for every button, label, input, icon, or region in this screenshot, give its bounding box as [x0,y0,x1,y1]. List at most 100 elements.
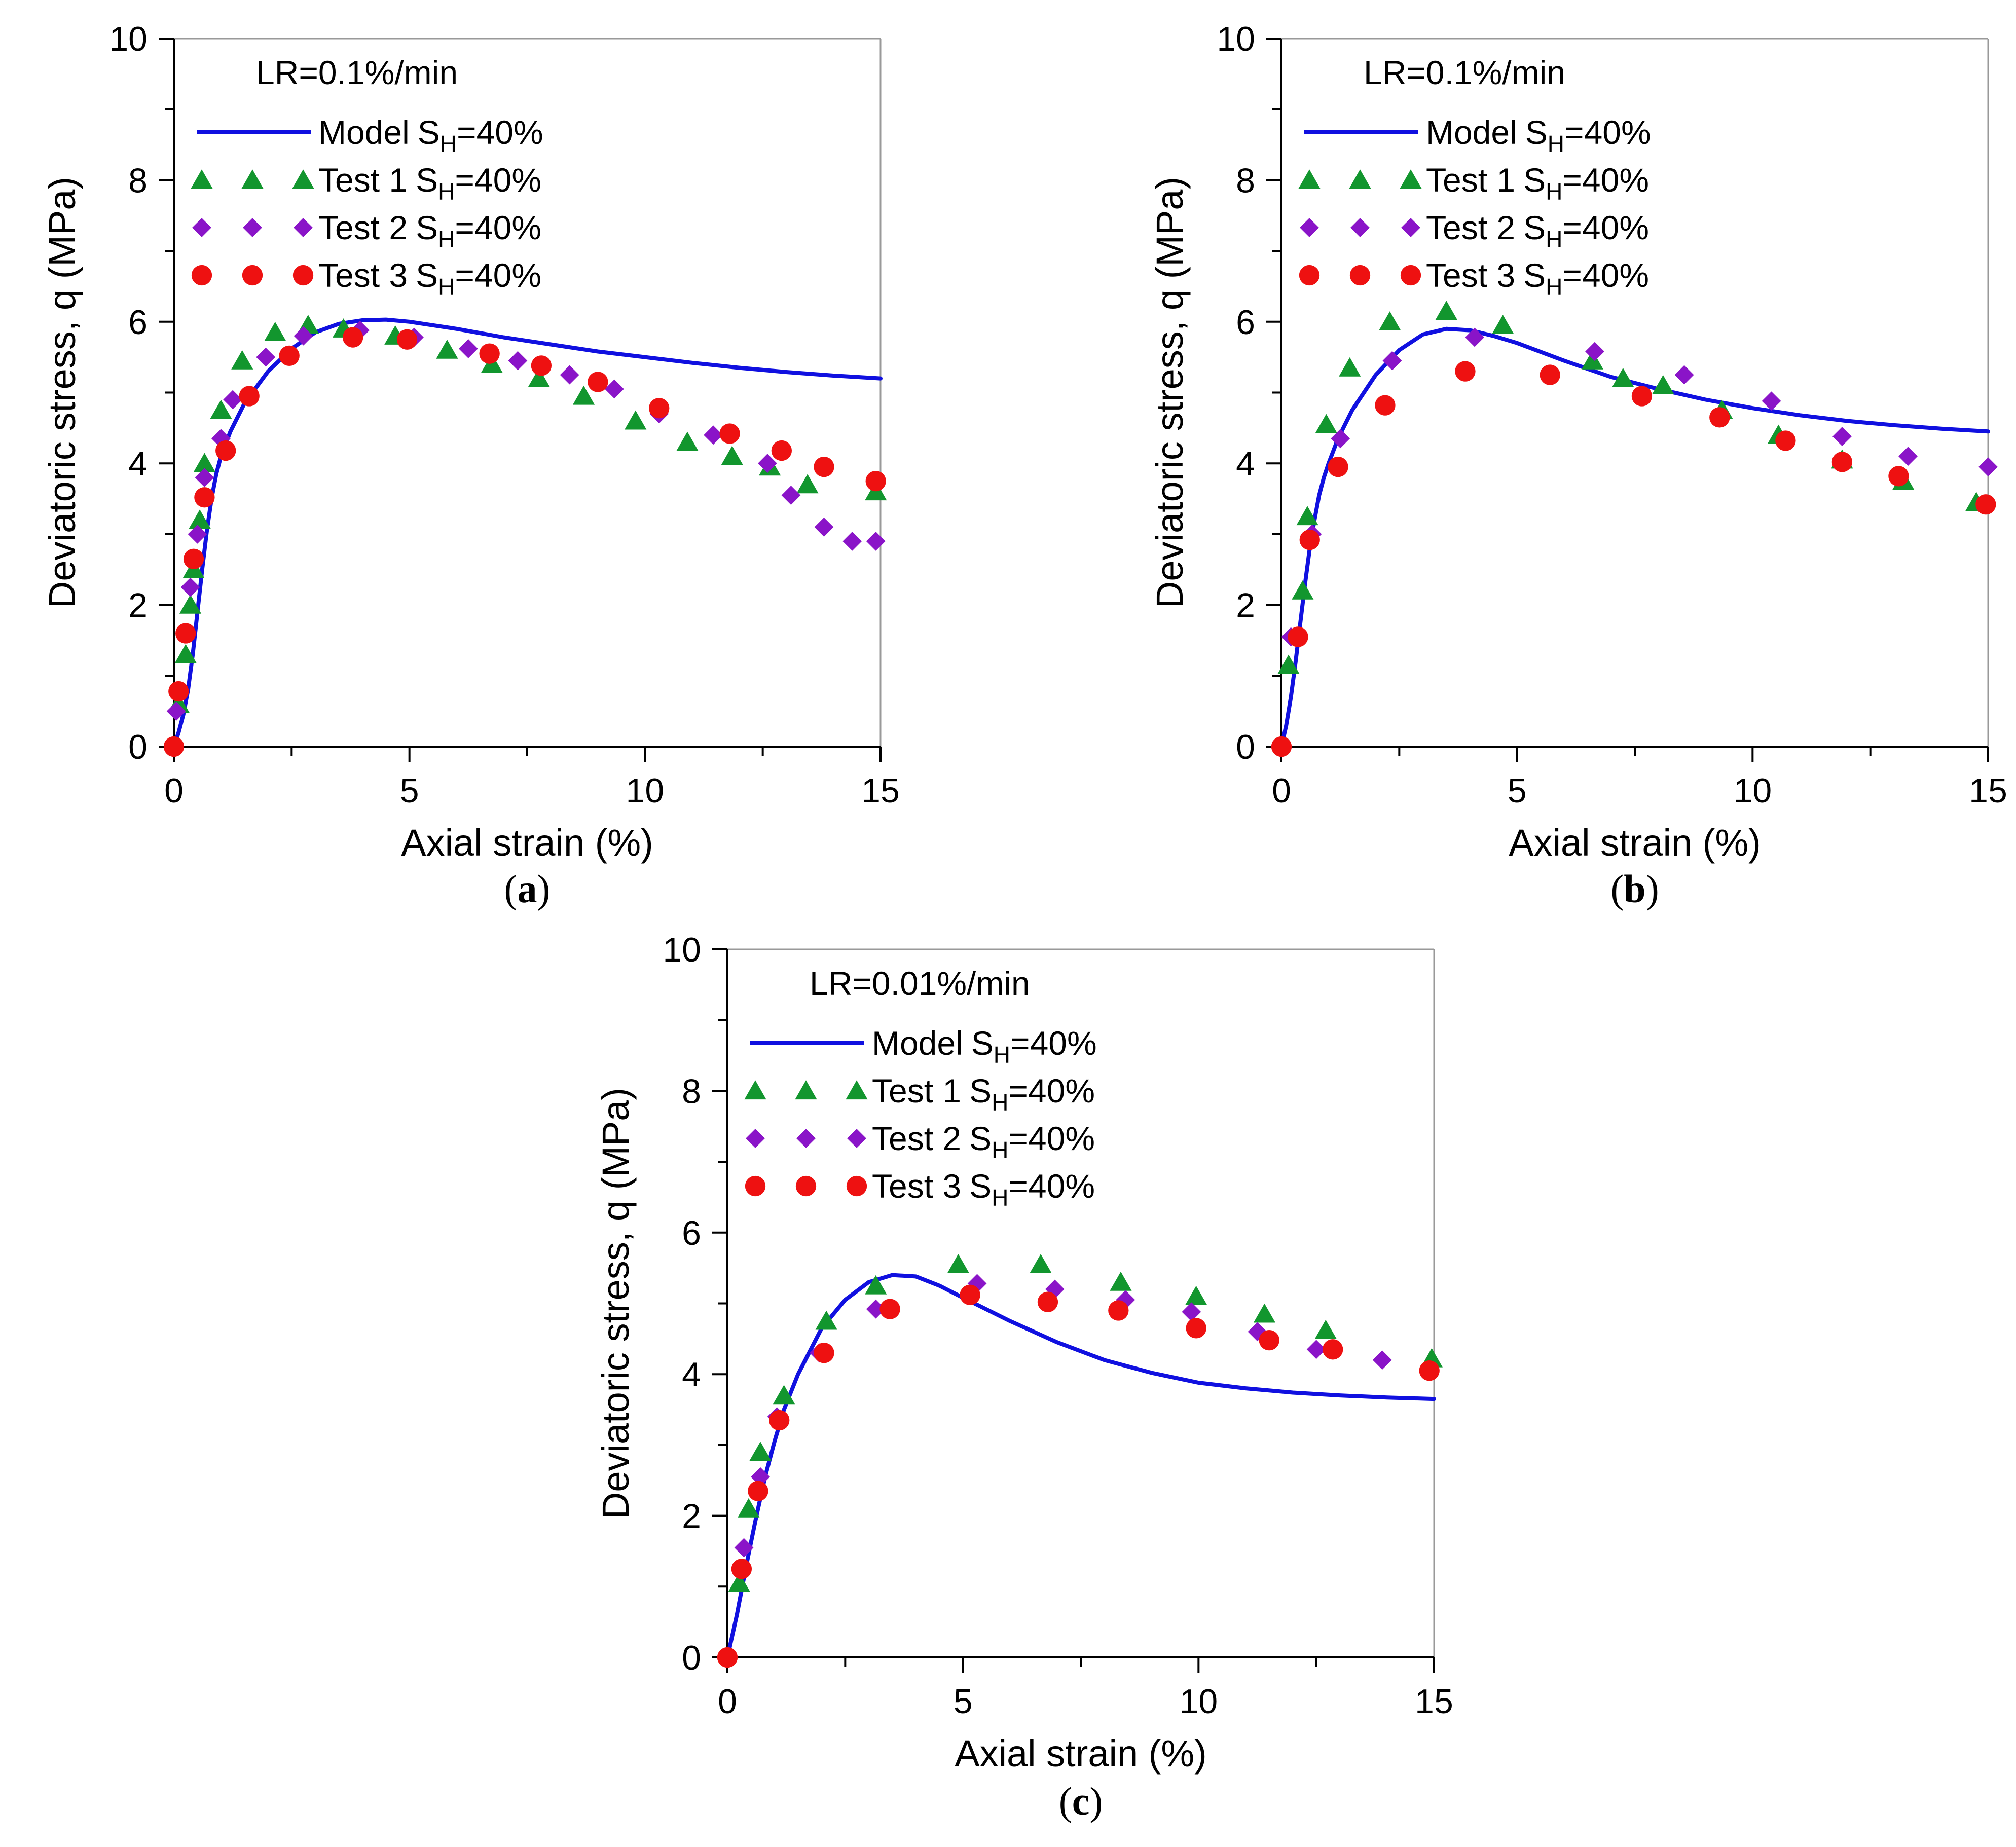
series-3-point [163,736,185,757]
legend-marker-swatch [1350,218,1370,237]
legend-series-name: Test 1 [318,161,408,199]
series-2-point [734,1538,754,1558]
series-1-point [231,350,253,370]
legend-suffix: =40% [1564,114,1651,151]
series-2-point [1465,327,1484,347]
series-3-point [814,457,834,477]
x-tick-label: 5 [1508,771,1527,810]
legend-entry-label: Test 1 SH=40% [318,161,541,205]
series-3-point [279,345,300,366]
legend-symbol-s: S [418,114,440,151]
legend-marker-swatch [1300,218,1319,237]
series-2-point [195,468,214,488]
series-1-point [773,1385,795,1405]
series-1-point [1314,1319,1337,1339]
legend-marker-swatch [1349,169,1371,189]
series-0-line [172,317,883,749]
y-axis-title: Deviatoric stress, q (MPa) [41,177,83,608]
series-3-point [1631,386,1653,407]
legend-suffix: =40% [455,209,541,246]
panel-caption: (b) [1610,867,1659,911]
series-1-point [193,453,216,472]
legend-suffix: =40% [1010,1024,1097,1062]
legend-subscript: H [1548,131,1564,157]
legend-subscript: H [438,178,455,205]
legend-series-name: Test 2 [872,1120,961,1157]
x-tick-label: 5 [954,1682,973,1721]
series-2-point [256,347,276,367]
panel-caption: (c) [1059,1779,1103,1823]
y-tick-label: 6 [682,1214,701,1252]
x-tick-label: 10 [1180,1682,1218,1721]
series-2-point [1182,1302,1201,1322]
series-2-point [866,1299,886,1319]
series-1-point [1652,375,1674,394]
series-3-point [1775,430,1796,451]
legend-symbol-s: S [416,256,438,294]
legend-subscript: H [440,131,457,157]
series-3-point [814,1343,834,1363]
series-2-point [1331,429,1350,449]
x-axis-title: Axial strain (%) [1509,822,1761,864]
legend-symbol-s: S [1523,209,1546,246]
series-2-point [704,425,723,445]
legend-marker-swatch [243,218,262,237]
series-3-point [183,548,204,569]
series-2-point [1306,1340,1326,1359]
legend-marker-swatch [744,1080,766,1100]
series-2-point [605,379,624,399]
y-tick-label: 8 [1236,161,1255,200]
legend-symbol-s: S [1525,114,1548,151]
y-tick-label: 6 [1236,303,1255,342]
legend-series-name: Test 3 [872,1167,961,1205]
legend-symbol-s: S [971,1024,994,1062]
legend-series-name: Test 3 [1426,256,1515,294]
legend-subscript: H [992,1089,1008,1116]
legend-marker-swatch [746,1129,765,1148]
x-axis-title: Axial strain (%) [955,1732,1207,1775]
series-2-point [1585,342,1604,361]
series-3-point [1831,452,1853,472]
series-2-point [560,365,579,385]
series-1-point [796,474,819,494]
series-2-point [1382,351,1402,371]
legend-symbol-s: S [1523,256,1546,294]
legend-title: LR=0.1%/min [256,54,458,91]
y-tick-label: 10 [1217,20,1255,58]
caption-open-paren: ( [504,867,518,911]
y-tick-label: 6 [128,303,148,342]
legend-symbol-s: S [1523,161,1546,199]
legend-entry-label: Test 2 SH=40% [318,209,541,252]
series-2-point [1978,457,1998,477]
legend-suffix: =40% [1008,1167,1095,1205]
caption-open-paren: ( [1059,1779,1072,1823]
legend-suffix: =40% [1008,1120,1095,1157]
series-3-point [1975,494,1996,515]
series-1-point [728,1572,750,1592]
caption-letter: c [1072,1779,1090,1823]
legend-series-name: Test 1 [872,1072,961,1110]
legend-marker-swatch [1400,169,1422,189]
series-1-point [1435,301,1457,320]
series-2-point [814,518,834,537]
series-3-point [1186,1318,1206,1339]
legend-suffix: =40% [457,114,543,151]
caption-close-paren: ) [1089,1779,1103,1823]
legend-series-name: Test 1 [1426,161,1515,199]
series-2-point [1762,391,1781,411]
series-3-point [719,423,740,444]
x-tick-label: 5 [400,771,419,810]
legend-marker-swatch [1298,169,1321,189]
legend-series-name: Test 2 [318,209,408,246]
series-1-point [1110,1271,1132,1291]
series-1-point [179,594,202,614]
series-3-point [1375,395,1396,416]
series-3-point [748,1481,768,1501]
y-axis-title: Deviatoric stress, q (MPa) [595,1088,637,1519]
series-3-point [879,1299,900,1319]
y-tick-label: 0 [1236,728,1255,766]
legend-series-name: Test 2 [1426,209,1515,246]
